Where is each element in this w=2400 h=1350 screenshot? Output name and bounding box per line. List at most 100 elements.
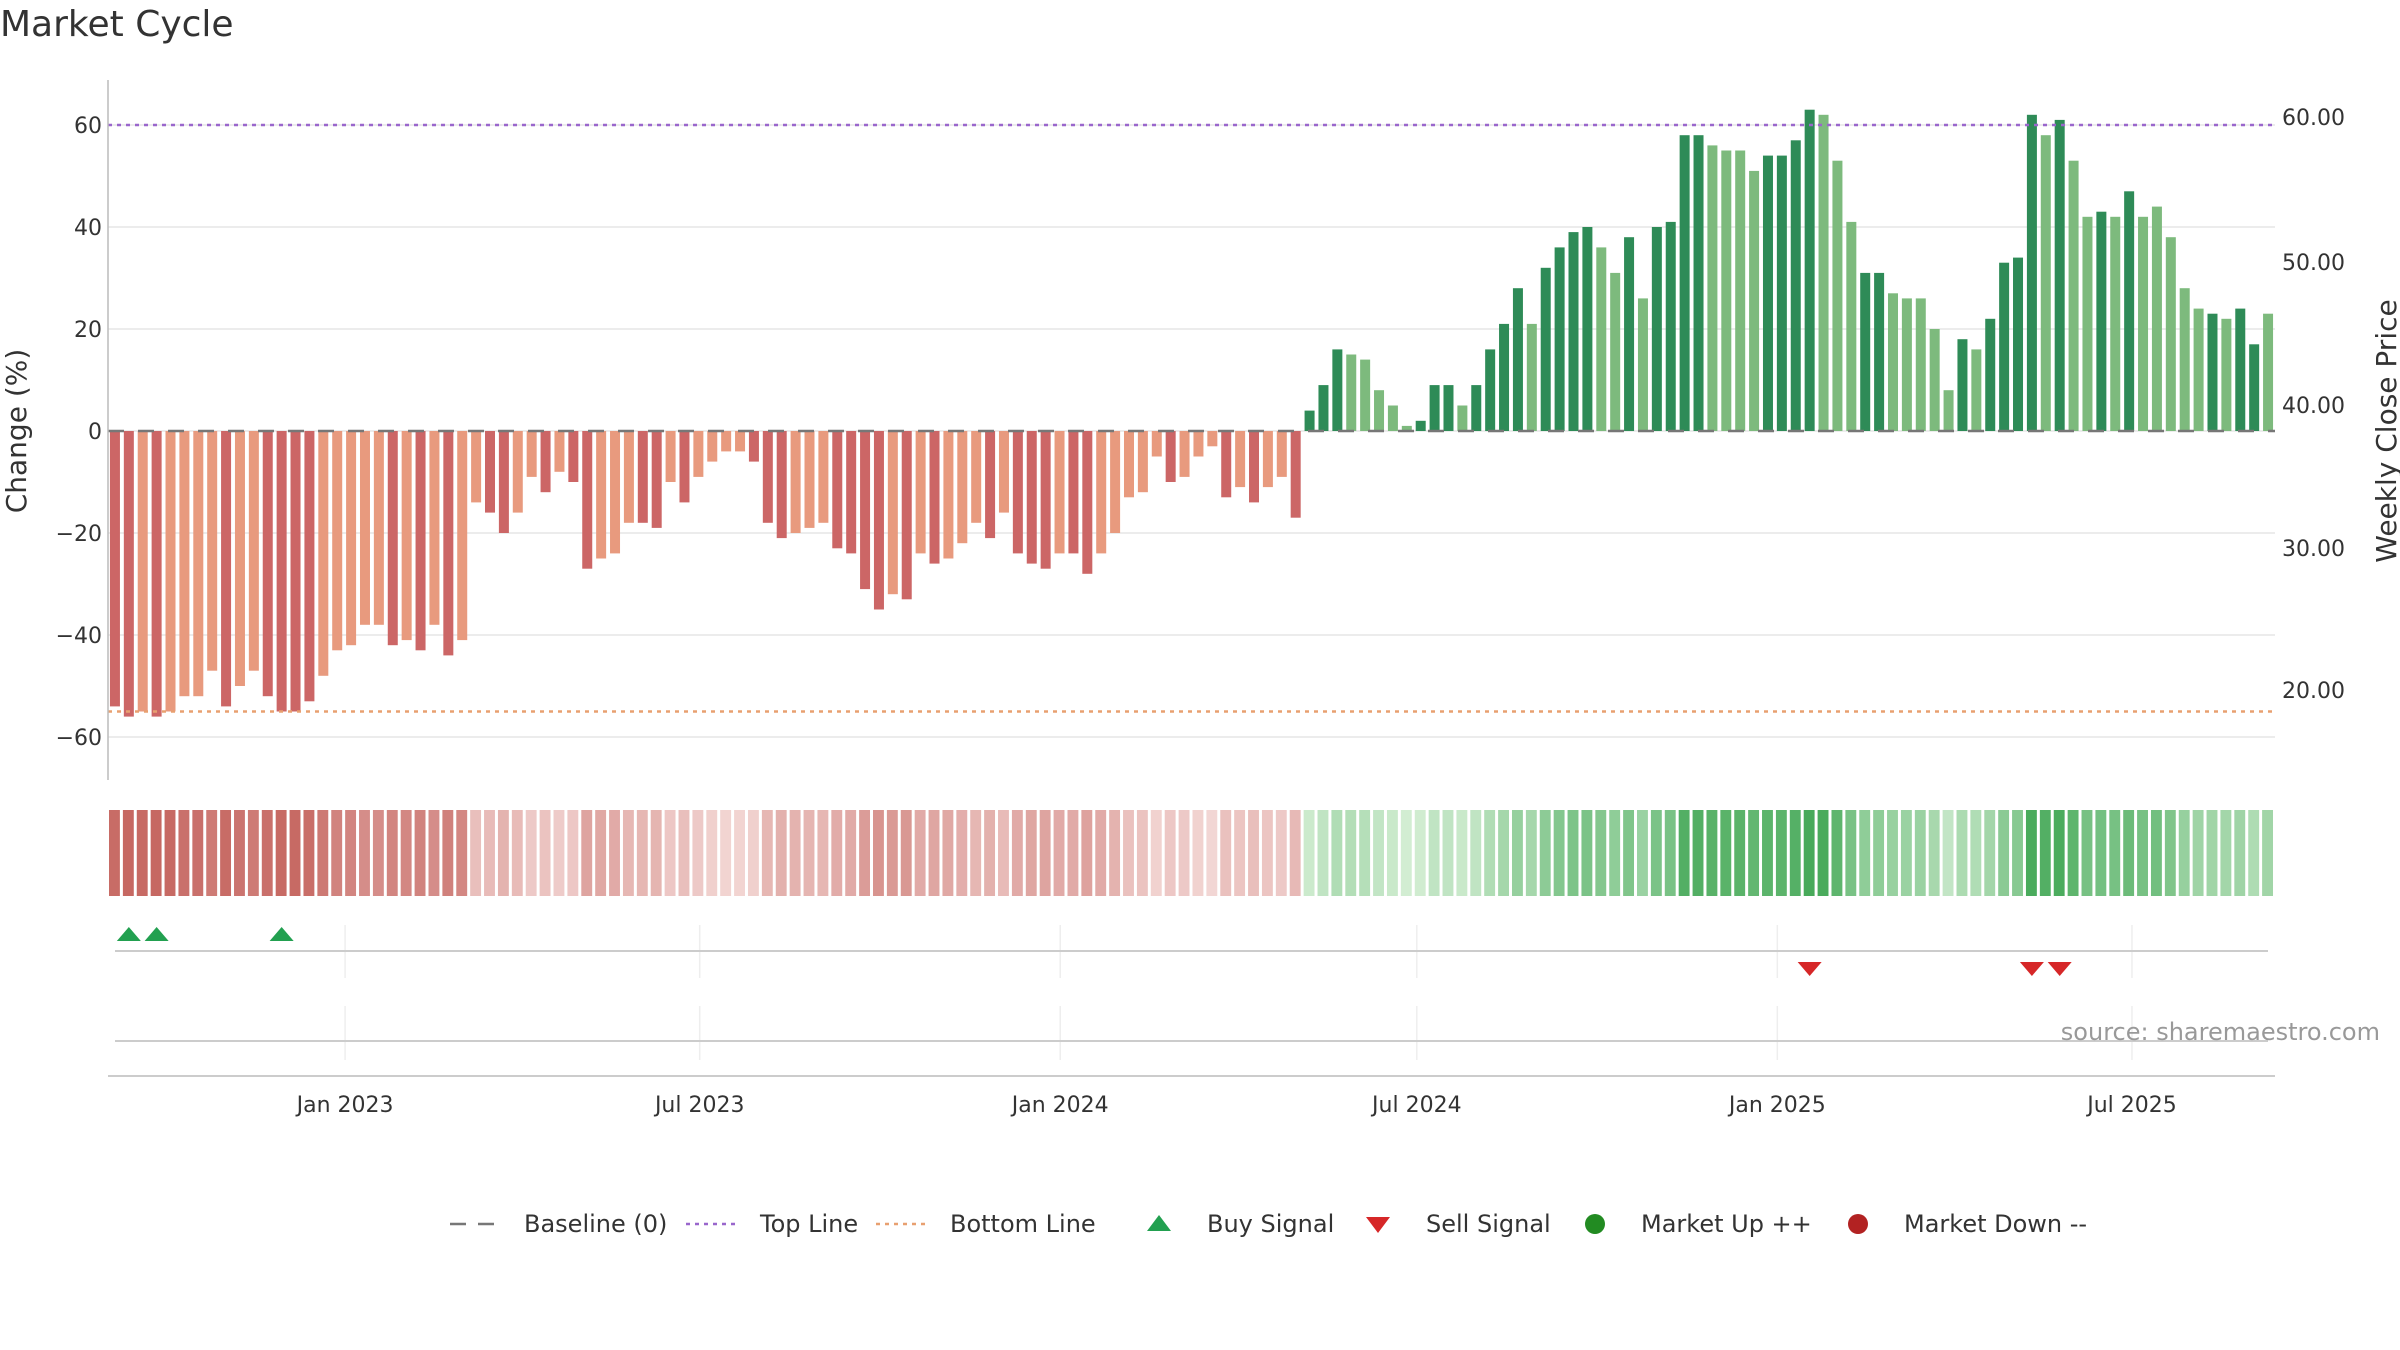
- bar: [1929, 329, 1940, 431]
- heat-cell: [1025, 810, 1037, 896]
- heat-cell: [1803, 810, 1815, 896]
- heat-cell: [1928, 810, 1940, 896]
- heat-cell: [2150, 810, 2162, 896]
- heat-cell: [1484, 810, 1496, 896]
- bar: [610, 431, 621, 554]
- heat-cell: [1095, 810, 1107, 896]
- bar: [2165, 237, 2176, 431]
- heat-cell: [581, 810, 593, 896]
- x-tick-label: Jul 2024: [1370, 1093, 1462, 1118]
- bar: [776, 431, 787, 539]
- bar: [207, 431, 218, 671]
- y-tick-label-left: 0: [88, 420, 102, 445]
- heat-cell: [595, 810, 607, 896]
- bar: [1776, 155, 1787, 431]
- bar: [929, 431, 940, 564]
- legend-label: Top Line: [759, 1210, 858, 1238]
- y-axis-title-left: Change (%): [0, 349, 33, 514]
- heat-cell: [1887, 810, 1898, 896]
- bar: [832, 431, 843, 549]
- bar: [1832, 160, 1843, 431]
- legend-item: Sell Signal: [1366, 1210, 1551, 1238]
- buy-signal-marker: [269, 927, 294, 941]
- legend-label: Baseline (0): [524, 1210, 667, 1238]
- bar: [887, 431, 898, 595]
- bar: [123, 431, 134, 717]
- heat-cell: [706, 810, 718, 896]
- heat-cell: [1650, 810, 1662, 896]
- heat-cell: [261, 810, 273, 896]
- bar: [1290, 431, 1301, 518]
- bar: [332, 431, 343, 651]
- bar: [2068, 160, 2079, 431]
- bar: [1999, 262, 2010, 431]
- heat-cell: [1525, 810, 1537, 896]
- heat-cell: [1984, 810, 1996, 896]
- bar: [873, 431, 884, 610]
- heat-cell: [1734, 810, 1746, 896]
- heat-cell: [1428, 810, 1440, 896]
- heat-cell: [956, 810, 968, 896]
- legend-marker-circle: [1585, 1214, 1605, 1234]
- heat-cell: [984, 810, 996, 896]
- bar: [1624, 237, 1635, 431]
- bar: [971, 431, 982, 523]
- heat-cell: [2262, 810, 2273, 896]
- bar: [1874, 272, 1885, 431]
- heat-cell: [2081, 810, 2093, 896]
- heat-cell: [511, 810, 523, 896]
- bar: [2054, 119, 2065, 432]
- bar: [818, 431, 829, 523]
- bar: [651, 431, 662, 528]
- bar: [1762, 155, 1773, 431]
- heat-cell: [1331, 810, 1343, 896]
- heat-cell: [317, 810, 329, 896]
- bar: [1596, 247, 1607, 431]
- heat-cell: [942, 810, 954, 896]
- heat-cell: [1706, 810, 1718, 896]
- heat-cell: [622, 810, 634, 896]
- bar: [359, 431, 370, 625]
- heat-cell: [1970, 810, 1982, 896]
- y-tick-label-left: 40: [74, 216, 102, 241]
- bar: [1137, 431, 1148, 493]
- heat-cell: [1345, 810, 1357, 896]
- bar: [679, 431, 690, 503]
- y-tick-label-left: 20: [74, 318, 102, 343]
- y-tick-label-left: 60: [74, 114, 102, 139]
- heat-cell: [303, 810, 315, 896]
- x-tick-label: Jan 2025: [1727, 1093, 1826, 1118]
- bar: [1637, 298, 1648, 431]
- heat-cell: [192, 810, 204, 896]
- heat-cell: [1261, 810, 1273, 896]
- bar: [1012, 431, 1023, 554]
- bar: [1387, 405, 1398, 431]
- heat-cell: [1817, 810, 1829, 896]
- heat-cell: [1178, 810, 1190, 896]
- bar: [762, 431, 773, 523]
- heat-cell: [2053, 810, 2065, 896]
- bar: [1554, 247, 1565, 431]
- x-tick-label: Jan 2023: [295, 1093, 394, 1118]
- heat-cell: [859, 810, 871, 896]
- bar: [1804, 109, 1815, 431]
- bar: [2193, 308, 2204, 431]
- x-tick-label: Jul 2025: [2085, 1093, 2177, 1118]
- heat-cell: [484, 810, 495, 896]
- heat-cell: [886, 810, 898, 896]
- heat-cell: [873, 810, 884, 896]
- bar: [1082, 431, 1093, 574]
- heat-cell: [1067, 810, 1079, 896]
- heat-cell: [900, 810, 912, 896]
- heat-cell: [1317, 810, 1329, 896]
- y-tick-label-left: −60: [56, 726, 102, 751]
- bar: [387, 431, 398, 646]
- heat-cell: [220, 810, 232, 896]
- legend-marker-circle: [1848, 1214, 1868, 1234]
- sell-signal-marker: [2047, 962, 2072, 976]
- heat-cell: [164, 810, 176, 896]
- bar: [1262, 431, 1273, 488]
- legend-item: Baseline (0): [450, 1210, 667, 1238]
- heat-cell: [1386, 810, 1398, 896]
